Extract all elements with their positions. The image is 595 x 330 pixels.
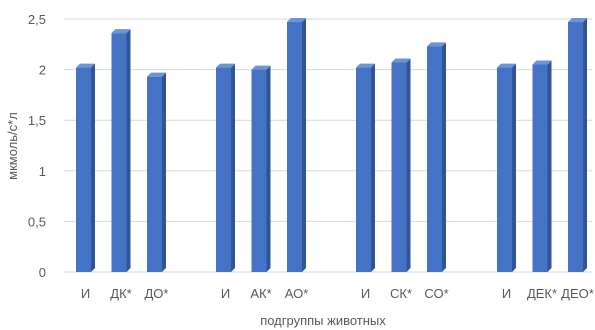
x-tick-label: И <box>221 286 230 301</box>
bar <box>216 63 235 273</box>
x-axis-title: подгруппы животных <box>260 313 386 328</box>
bars <box>76 18 587 273</box>
bar <box>356 63 375 273</box>
x-tick-label: И <box>81 286 90 301</box>
bar <box>391 58 411 273</box>
bar <box>76 63 95 273</box>
y-tick-label: 0 <box>39 265 46 280</box>
bar <box>287 18 306 273</box>
y-tick-label: 1 <box>39 164 46 179</box>
x-tick-label: ДЕО* <box>561 286 594 301</box>
x-tick-label: ДЕК* <box>527 286 557 301</box>
bar <box>111 29 131 272</box>
bar <box>497 63 516 273</box>
x-tick-label: ДО* <box>145 286 169 301</box>
y-tick-label: 1,5 <box>28 113 46 128</box>
bar <box>532 60 552 272</box>
y-tick-label: 2 <box>39 63 46 78</box>
y-tick-label: 0,5 <box>28 214 46 229</box>
y-axis-ticks: 0 0,5 1 1,5 2 2,5 <box>28 12 46 280</box>
x-tick-label: СО* <box>424 286 448 301</box>
x-tick-label: СК* <box>390 286 412 301</box>
y-axis-title: мкмоль/с*л <box>5 112 20 180</box>
x-tick-label: ДК* <box>110 286 131 301</box>
x-tick-label: И <box>502 286 511 301</box>
x-axis-ticks: И ДК* ДО* И АК* АО* И СК* СО* И ДЕК* ДЕО* <box>81 286 594 301</box>
bar <box>147 72 166 273</box>
x-tick-label: АО* <box>285 286 309 301</box>
bar <box>568 18 587 273</box>
y-tick-label: 2,5 <box>28 12 46 27</box>
x-tick-label: И <box>361 286 370 301</box>
bar <box>251 65 271 272</box>
x-tick-label: АК* <box>250 286 271 301</box>
bar <box>427 42 446 272</box>
